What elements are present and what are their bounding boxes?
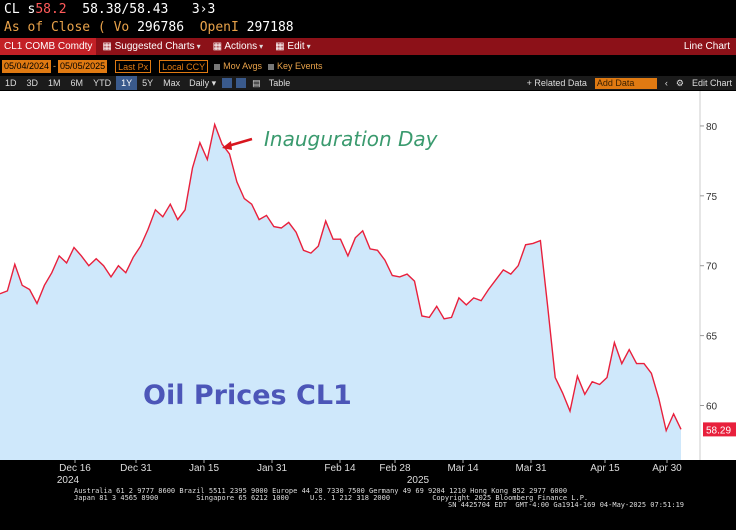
suggested-charts-label: Suggested Charts bbox=[114, 41, 195, 52]
period-select[interactable]: Daily ▾ bbox=[185, 76, 220, 90]
table-button[interactable]: Table bbox=[268, 78, 291, 88]
key-events-label: Key Events bbox=[277, 61, 323, 71]
chart-panel: 60 65 70 75 80 Inauguration Day Oil Prices C… bbox=[0, 91, 736, 460]
y-tick-label: 70 bbox=[706, 262, 718, 273]
last-value-label: 58.29 bbox=[706, 425, 731, 436]
mov-avgs-label: Mov Avgs bbox=[223, 61, 262, 71]
x-tick-label: Dec 16 bbox=[59, 463, 91, 474]
open-interest-label: OpenI bbox=[199, 20, 239, 35]
compare-icon[interactable] bbox=[236, 78, 247, 88]
start-date-field[interactable]: 05/04/2024 bbox=[2, 60, 52, 73]
range-1d[interactable]: 1D bbox=[5, 78, 17, 88]
y-axis: 60 65 70 75 80 bbox=[699, 91, 718, 460]
edit-label: Edit bbox=[287, 41, 305, 52]
price-field-select[interactable]: Last Px bbox=[115, 60, 152, 73]
volume-value: 296786 bbox=[137, 20, 185, 35]
date-toolbar: 05/04/2024 - 05/05/2025 Last Px Local CC… bbox=[0, 59, 736, 74]
checkbox-icon bbox=[268, 63, 274, 70]
collapse-icon[interactable]: ‹ bbox=[664, 78, 668, 88]
as-of-line: As of Close ( Vo 296786 OpenI 297188 bbox=[4, 20, 294, 36]
chevron-down-icon: ▾ bbox=[196, 42, 201, 51]
range-toolbar: 1D 3D 1M 6M YTD 1Y 5Y Max Daily ▾ ▤ Tabl… bbox=[0, 76, 736, 90]
range-1y[interactable]: 1Y bbox=[116, 76, 138, 90]
price-chart: 60 65 70 75 80 Inauguration Day Oil Prices C… bbox=[0, 91, 736, 460]
range-3d[interactable]: 3D bbox=[26, 78, 39, 88]
x-tick-label: Feb 14 bbox=[324, 463, 356, 474]
x-year-label: 2025 bbox=[407, 475, 430, 486]
key-events-toggle[interactable]: Key Events bbox=[268, 59, 323, 74]
ticker-symbol: CL s bbox=[4, 2, 36, 17]
table-icon[interactable]: ▤ bbox=[252, 78, 261, 88]
x-tick-label: Jan 31 bbox=[257, 463, 287, 474]
bid-ask-size: 3›3 bbox=[191, 2, 216, 17]
bid-ask: 58.38/58.43 bbox=[82, 2, 169, 17]
inauguration-annotation: Inauguration Day bbox=[264, 127, 439, 151]
range-max[interactable]: Max bbox=[163, 78, 181, 88]
suggested-charts-menu[interactable]: ▦ Suggested Charts ▾ bbox=[96, 38, 206, 55]
actions-menu[interactable]: ▦ Actions ▾ bbox=[207, 38, 270, 55]
x-year-label: 2024 bbox=[57, 475, 80, 486]
currency-select[interactable]: Local CCY bbox=[159, 60, 209, 73]
as-of-close-label: As of Close bbox=[4, 20, 91, 35]
volume-label: ( Vo bbox=[97, 20, 130, 35]
edit-icon: ▦ bbox=[275, 41, 285, 52]
x-tick-label: Feb 28 bbox=[379, 463, 411, 474]
footer-session: SN 4425704 EDT GMT-4:00 Ga1914-169 04-Ma… bbox=[448, 501, 685, 509]
y-tick-label: 80 bbox=[706, 122, 718, 133]
range-1m[interactable]: 1M bbox=[48, 78, 61, 88]
mov-avgs-toggle[interactable]: Mov Avgs bbox=[214, 59, 262, 74]
y-tick-label: 60 bbox=[706, 401, 718, 412]
settings-icon[interactable]: ⚙ bbox=[675, 78, 684, 88]
x-axis: Dec 16 Dec 31 Jan 15 Jan 31 Feb 14 Feb 28 Mar … bbox=[57, 460, 682, 486]
line-style-icon[interactable] bbox=[222, 78, 233, 88]
actions-icon: ▦ bbox=[212, 41, 223, 52]
price-area bbox=[0, 124, 681, 460]
checkbox-icon bbox=[214, 63, 221, 70]
security-field[interactable]: CL1 COMB Comdty bbox=[0, 38, 97, 55]
actions-label: Actions bbox=[224, 41, 258, 52]
main-toolbar: CL1 COMB Comdty ▦ Suggested Charts ▾ ▦ Ac… bbox=[0, 38, 736, 55]
y-tick-label: 65 bbox=[706, 332, 718, 343]
chart-icon: ▦ bbox=[102, 41, 112, 52]
x-tick-label: Apr 30 bbox=[652, 463, 682, 474]
chevron-down-icon: ▾ bbox=[211, 78, 217, 88]
range-5y[interactable]: 5Y bbox=[142, 78, 154, 88]
footer-contacts-2: Japan 81 3 4565 8900 Singapore 65 6212 1… bbox=[74, 494, 589, 502]
quote-line: CL s58.2 58.38/58.43 3›3 bbox=[4, 2, 215, 18]
related-data-button[interactable]: + Related Data bbox=[526, 78, 587, 88]
open-interest-value: 297188 bbox=[246, 20, 294, 35]
last-value-marker bbox=[703, 422, 736, 437]
chevron-down-icon: ▾ bbox=[259, 42, 264, 51]
date-separator: - bbox=[53, 61, 57, 71]
footer-contacts-1: Australia 61 2 9777 8600 Brazil 5511 239… bbox=[74, 487, 568, 495]
x-tick-label: Apr 15 bbox=[590, 463, 620, 474]
x-tick-label: Mar 31 bbox=[515, 463, 547, 474]
footer: Dec 16 Dec 31 Jan 15 Jan 31 Feb 14 Feb 28 Mar … bbox=[0, 460, 736, 530]
last-price: 58.2 bbox=[35, 2, 67, 17]
chevron-down-icon: ▾ bbox=[306, 42, 311, 51]
x-tick-label: Mar 14 bbox=[447, 463, 479, 474]
add-data-input[interactable]: Add Data bbox=[594, 77, 657, 89]
arrow-icon bbox=[222, 137, 253, 150]
chart-title: Oil Prices CL1 bbox=[143, 380, 352, 411]
x-tick-label: Jan 15 bbox=[189, 463, 219, 474]
x-tick-label: Dec 31 bbox=[120, 463, 152, 474]
price-line bbox=[0, 122, 682, 433]
end-date-field[interactable]: 05/05/2025 bbox=[58, 60, 108, 73]
edit-menu[interactable]: ▦ Edit ▾ bbox=[269, 38, 316, 55]
last-value-badge: 58.29 bbox=[703, 422, 736, 437]
range-ytd[interactable]: YTD bbox=[93, 78, 112, 88]
chart-type-label: Line Chart bbox=[683, 41, 730, 52]
range-6m[interactable]: 6M bbox=[70, 78, 84, 88]
edit-chart-button[interactable]: Edit Chart bbox=[691, 78, 732, 88]
period-label: Daily bbox=[189, 78, 210, 88]
y-tick-label: 75 bbox=[706, 192, 718, 203]
